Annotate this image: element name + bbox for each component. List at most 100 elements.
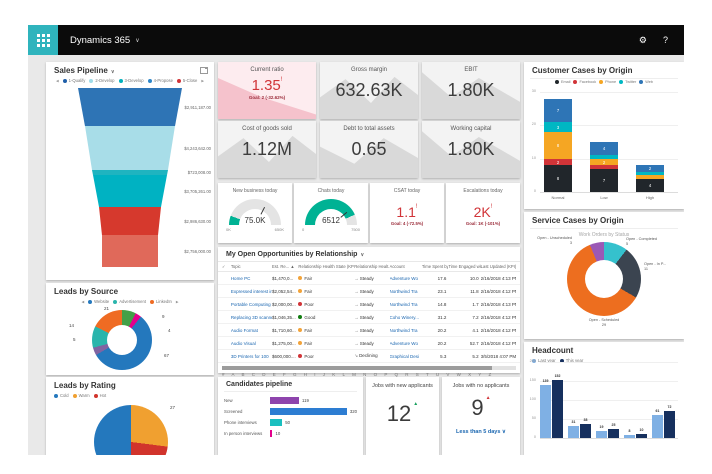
bar[interactable]: 10 (636, 428, 647, 438)
legend-item[interactable]: 2-Develop (89, 78, 115, 83)
stacked-segment[interactable]: 7 (544, 98, 572, 123)
horizontal-scrollbar[interactable] (222, 366, 516, 370)
hbar[interactable] (269, 408, 347, 415)
legend-item[interactable]: Last year (532, 358, 556, 363)
legend-item[interactable]: Web (639, 80, 653, 84)
kpi-card-escalations[interactable]: Escalations today 2K! Goal: 1K (-101%) (446, 183, 520, 243)
kpi-card-gross-margin[interactable]: Gross margin 632.63K (320, 62, 418, 119)
gear-icon[interactable]: ⚙ (638, 34, 647, 45)
legend-prev-icon[interactable]: ◀ (55, 78, 59, 83)
column-header-time-engaged[interactable]: Time Engaged with C... (448, 264, 481, 269)
help-icon[interactable]: ? (662, 35, 668, 45)
hbar-chart[interactable]: New 119 Screened 320 Phone interviews 50 In pe… (218, 395, 363, 439)
column-header-last-updated[interactable]: Last Updated (KPI) (480, 264, 516, 269)
kpi-card-current-ratio[interactable]: Current ratio 1.35! Goal: 2 (-32.62%) (218, 62, 316, 119)
chevron-down-icon[interactable]: ∨ (360, 252, 365, 258)
hbar[interactable] (270, 419, 283, 426)
less-than-5-days-link[interactable]: Less than 5 days ∨ (456, 429, 506, 435)
legend-item[interactable]: Facebook (573, 80, 596, 84)
bar-group[interactable]: 31 38 (568, 418, 591, 438)
legend-item[interactable]: 3-Develop (118, 78, 144, 83)
legend-item[interactable]: Hot (93, 393, 106, 398)
stacked-segment[interactable]: 4 (636, 178, 664, 192)
funnel-segment[interactable] (102, 235, 158, 267)
column-header-health-trend[interactable]: Relationship Healt... (354, 264, 390, 269)
account-link[interactable]: Graphical Desi (389, 353, 420, 359)
bar[interactable]: 19 (596, 425, 607, 438)
funnel-chart[interactable]: $2,911,187.00 $4,243,642.00 $723,008.00 … (46, 86, 214, 268)
stacked-segment[interactable]: 7 (590, 168, 618, 192)
stacked-segment[interactable]: 2 (590, 158, 618, 166)
app-title[interactable]: Dynamics 365 (70, 34, 131, 46)
table-row[interactable]: Expressed interest in A$2,052,54...Fair→… (218, 285, 520, 298)
chevron-down-icon[interactable]: ∨ (135, 37, 140, 44)
column-header-account[interactable]: Account (389, 264, 405, 269)
legend-item[interactable]: 1-Qualify (62, 78, 85, 83)
gauge-chart[interactable]: 75.0K (229, 199, 281, 225)
topic-link[interactable]: 3D Printers for 100 (230, 353, 269, 359)
column-header-time-spent[interactable]: Time Spent by... (421, 264, 449, 269)
stacked-segment[interactable]: 8 (544, 132, 572, 159)
column-header-health-state[interactable]: Relationship Health State (KPI) (298, 264, 355, 269)
bar-group[interactable]: 8 10 (624, 428, 647, 438)
table-row[interactable]: Home PC $1,470,0... Fair →Steady Adventure W… (218, 272, 520, 285)
hbar-row[interactable]: New 119 (218, 395, 363, 406)
table-row[interactable]: 3D Printers for 100 $600,000.... Poor ↘Decl… (218, 350, 520, 363)
legend-item[interactable]: Advertisement (113, 299, 146, 304)
bar[interactable]: 139 (540, 379, 551, 438)
legend-item[interactable]: Cold (54, 393, 69, 398)
legend-next-icon[interactable]: ▶ (175, 299, 179, 304)
stacked-segment[interactable]: 2 (544, 158, 572, 166)
legend-item[interactable]: 4-Propose (147, 78, 173, 83)
bar[interactable]: 8 (624, 429, 635, 438)
topic-link[interactable]: Portable Computing (230, 301, 271, 307)
kpi-card-debt-to-assets[interactable]: Debt to total assets 0.65 (320, 121, 418, 178)
account-link[interactable]: Adventure Wo (389, 275, 418, 281)
bar[interactable]: 61 (652, 409, 663, 438)
topic-link[interactable]: Replacing 3D scanners i (230, 314, 272, 320)
jobs-no-applicants-panel[interactable]: Jobs with no applicants 9 ▲ Less than 5 d… (442, 377, 520, 455)
funnel-segment[interactable] (92, 170, 168, 175)
account-link[interactable]: Northwind Tra (389, 327, 418, 333)
stacked-segment[interactable]: 2 (636, 165, 664, 173)
bar-group[interactable]: 61 72 (652, 405, 675, 438)
kpi-card-ebit[interactable]: EBIT 1.80K (422, 62, 520, 119)
waffle-menu-icon[interactable] (28, 25, 58, 55)
legend-item[interactable]: Email (554, 80, 570, 84)
table-row[interactable]: Replacing 3D scanners i$1,046,35...Good→… (218, 311, 520, 324)
hbar-row[interactable]: Phone interviews 50 (218, 417, 363, 428)
funnel-segment[interactable] (78, 88, 182, 126)
hbar-row[interactable]: In person interviews 10 (218, 428, 363, 439)
bar[interactable]: 152 (552, 374, 563, 438)
account-link[interactable]: Northwind Tra (389, 288, 418, 294)
column-header-est-revenue[interactable]: Est. Re... ▲ (271, 264, 295, 269)
legend-next-icon[interactable]: ▶ (201, 78, 205, 83)
chevron-down-icon[interactable]: ∨ (110, 69, 115, 75)
gauge-card-new-business[interactable]: New business today 75.0K 0K 650K (218, 183, 292, 243)
bar[interactable]: 31 (568, 420, 579, 438)
account-link[interactable]: Coho Winery... (389, 314, 419, 320)
topic-link[interactable]: Audio Visual (230, 340, 256, 346)
topic-link[interactable]: Expressed interest in A (230, 288, 272, 294)
stacked-segment[interactable] (636, 175, 664, 179)
stacked-segment[interactable]: 8 (544, 165, 572, 192)
legend-item[interactable]: Twitter (619, 80, 636, 84)
legend-item[interactable]: Warm (72, 393, 90, 398)
bar-group[interactable]: 19 25 (596, 423, 619, 438)
legend-item[interactable]: Phone (599, 80, 616, 84)
table-row[interactable]: Portable Computing $2,000,00... Poor →Stead… (218, 298, 520, 311)
bar-group[interactable]: 139 152 (540, 374, 563, 438)
panel-title[interactable]: My Open Opportunities by Relationship ∨ (218, 247, 520, 260)
topic-link[interactable]: Home PC (230, 275, 251, 281)
account-link[interactable]: Adventure Wo (389, 340, 418, 346)
stacked-segment[interactable]: 3 (544, 122, 572, 133)
funnel-segment[interactable] (93, 175, 167, 207)
funnel-segment[interactable] (85, 126, 175, 170)
bar[interactable]: 72 (664, 405, 675, 438)
hbar-row[interactable]: Screened 320 (218, 406, 363, 417)
stacked-bar[interactable]: 7 2 4 (590, 142, 618, 192)
legend-prev-icon[interactable]: ◀ (81, 299, 85, 304)
jobs-new-applicants-panel[interactable]: Jobs with new applicants 12 ▲ (366, 377, 439, 455)
